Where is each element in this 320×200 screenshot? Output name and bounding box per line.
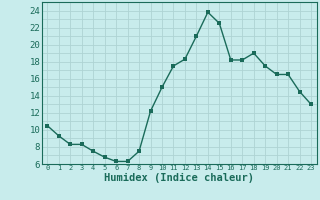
X-axis label: Humidex (Indice chaleur): Humidex (Indice chaleur) bbox=[104, 173, 254, 183]
